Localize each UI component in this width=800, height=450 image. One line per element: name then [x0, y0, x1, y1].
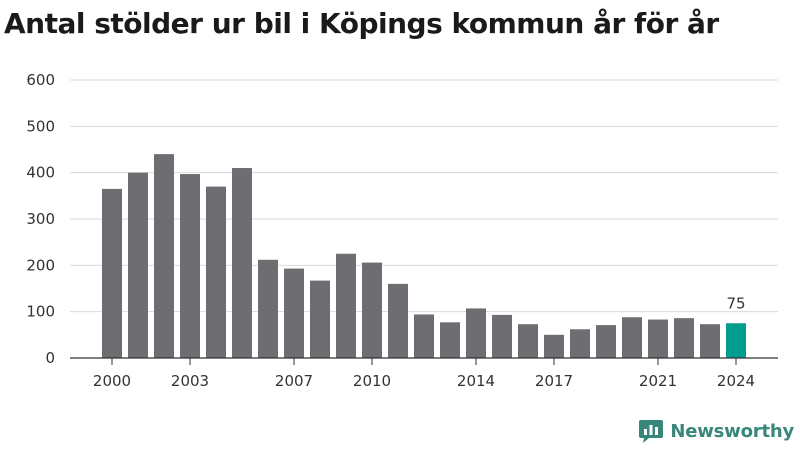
- y-tick-label: 0: [45, 349, 55, 367]
- x-tick-label: 2024: [717, 372, 755, 390]
- bar-2010: [362, 262, 382, 358]
- bar-2012: [414, 314, 434, 358]
- x-tick-label: 2000: [93, 372, 131, 390]
- bar-2001: [128, 172, 148, 358]
- bar-2020: [622, 317, 642, 358]
- chart-title: Antal stölder ur bil i Köpings kommun år…: [4, 7, 719, 40]
- highlight-value-label: 75: [726, 294, 745, 312]
- x-tick-label: 2007: [275, 372, 313, 390]
- bar-2013: [440, 322, 460, 358]
- bar-2007: [284, 268, 304, 358]
- bar-2021: [648, 319, 668, 358]
- newsworthy-logo: Newsworthy: [638, 418, 794, 444]
- y-tick-label: 400: [26, 164, 55, 182]
- y-axis-tick-labels: 0 100 200 300 400 500 600: [26, 71, 55, 367]
- bar-2024: [726, 323, 746, 358]
- bar-2009: [336, 253, 356, 358]
- bar-2008: [310, 280, 330, 358]
- bar-2017: [544, 334, 564, 358]
- x-tick-label: 2003: [171, 372, 209, 390]
- x-tick-label: 2021: [639, 372, 677, 390]
- logo-text: Newsworthy: [670, 420, 794, 442]
- bars: [102, 154, 746, 358]
- bar-2005: [232, 168, 252, 358]
- gridlines: [70, 79, 778, 313]
- bar-2015: [492, 314, 512, 358]
- y-tick-label: 600: [26, 71, 55, 89]
- bar-2016: [518, 324, 538, 358]
- bar-2000: [102, 188, 122, 358]
- y-tick-label: 200: [26, 256, 55, 274]
- speech-bubble-bar-chart-icon: [639, 420, 664, 443]
- bar-2006: [258, 259, 278, 358]
- bar-2022: [674, 318, 694, 358]
- bar-2011: [388, 283, 408, 358]
- x-tick-label: 2014: [457, 372, 495, 390]
- x-axis-tick-labels: 2000 2003 2007 2010 2014 2017 2021 2024: [70, 357, 778, 390]
- y-tick-label: 300: [26, 210, 55, 228]
- x-tick-label: 2017: [535, 372, 573, 390]
- bar-2023: [700, 324, 720, 358]
- y-tick-label: 500: [26, 117, 55, 135]
- bar-2019: [596, 325, 616, 358]
- x-tick-label: 2010: [353, 372, 391, 390]
- annotations: 75: [726, 294, 745, 312]
- bar-2004: [206, 186, 226, 358]
- bar-2014: [466, 308, 486, 358]
- bar-2018: [570, 329, 590, 358]
- bar-2003: [180, 174, 200, 358]
- bar-2002: [154, 154, 174, 358]
- y-tick-label: 100: [26, 303, 55, 321]
